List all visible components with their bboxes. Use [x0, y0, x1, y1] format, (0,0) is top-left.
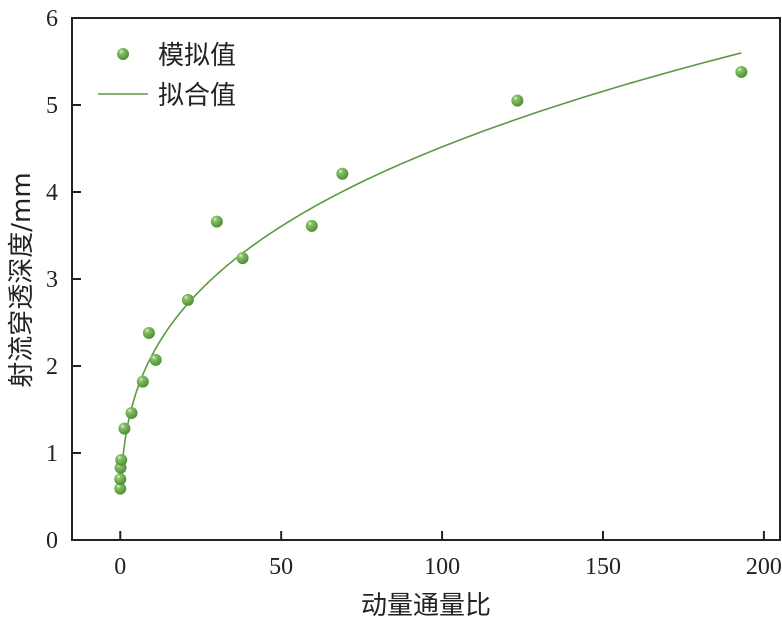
- data-point: [511, 94, 524, 107]
- y-tick-label: 1: [46, 441, 58, 467]
- y-tick-label: 4: [46, 180, 58, 206]
- x-tick-label: 0: [114, 554, 126, 580]
- data-point: [142, 326, 155, 339]
- x-tick-label: 200: [746, 554, 782, 580]
- legend-marker-simulated: [117, 48, 129, 60]
- legend: 模拟值 拟合值: [98, 41, 236, 111]
- data-point: [136, 375, 149, 388]
- data-point: [114, 482, 127, 495]
- y-tick-label: 2: [46, 354, 58, 380]
- y-tick-label: 3: [46, 267, 58, 293]
- data-point: [735, 65, 748, 78]
- data-point: [336, 167, 349, 180]
- legend-label-fitted: 拟合值: [158, 81, 236, 111]
- data-point: [115, 453, 128, 466]
- data-point: [125, 406, 138, 419]
- data-point: [305, 219, 318, 232]
- x-axis-label: 动量通量比: [361, 591, 491, 621]
- data-point: [210, 215, 223, 228]
- x-tick-label: 100: [424, 554, 460, 580]
- fit-line: [120, 52, 742, 481]
- data-point: [114, 473, 127, 486]
- data-point: [149, 353, 162, 366]
- data-point: [236, 252, 249, 265]
- y-tick-label: 6: [46, 6, 58, 32]
- y-tick-label: 0: [46, 528, 58, 554]
- data-point: [181, 293, 194, 306]
- y-axis-label: 射流穿透深度/mm: [7, 172, 37, 387]
- x-tick-label: 150: [585, 554, 621, 580]
- x-tick-label: 50: [269, 554, 293, 580]
- legend-label-simulated: 模拟值: [158, 41, 236, 71]
- data-point: [118, 422, 131, 435]
- y-tick-label: 5: [46, 93, 58, 119]
